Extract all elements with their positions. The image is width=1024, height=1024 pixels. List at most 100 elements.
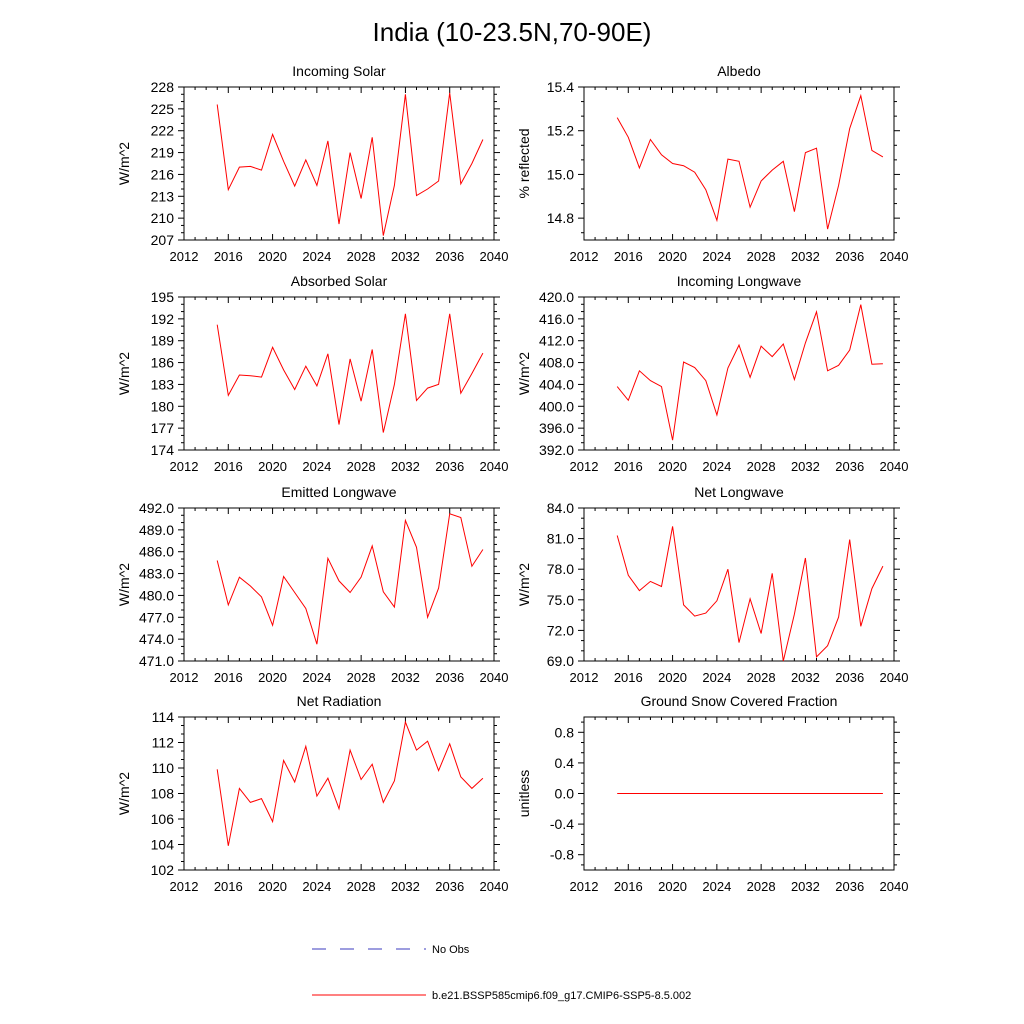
x-tick-label: 2012 <box>170 670 199 685</box>
y-tick-label: 102 <box>151 862 175 878</box>
x-tick-label: 2020 <box>658 459 687 474</box>
chart-title: Incoming Solar <box>292 63 386 79</box>
x-tick-label: 2040 <box>880 879 909 894</box>
x-tick-label: 2020 <box>258 670 287 685</box>
x-tick-label: 2036 <box>835 459 864 474</box>
x-tick-label: 2020 <box>258 879 287 894</box>
x-tick-label: 2040 <box>880 249 909 264</box>
y-tick-label: 108 <box>151 786 175 802</box>
y-tick-label: 84.0 <box>547 500 574 516</box>
x-tick-label: 2012 <box>570 670 599 685</box>
x-tick-label: 2024 <box>302 879 331 894</box>
x-tick-label: 2040 <box>480 249 509 264</box>
y-tick-label: 177 <box>151 420 175 436</box>
legend-model-label: b.e21.BSSP585cmip6.f09_g17.CMIP6-SSP5-8.… <box>432 990 691 1002</box>
y-axis-label: W/m^2 <box>116 142 132 185</box>
x-tick-label: 2032 <box>791 249 820 264</box>
y-tick-label: 72.0 <box>547 622 574 638</box>
legend: No Obs b.e21.BSSP585cmip6.f09_g17.CMIP6-… <box>312 944 691 1002</box>
chart-title: Net Longwave <box>694 484 784 500</box>
chart-panel-6: Net Longwave W/m^2 2012 2016 2020 2024 2028 203… <box>516 484 908 685</box>
y-tick-label: 189 <box>151 333 175 349</box>
series-line <box>216 720 484 846</box>
x-tick-label: 2024 <box>302 670 331 685</box>
plot-frame <box>583 507 895 662</box>
x-tick-label: 2040 <box>480 879 509 894</box>
x-tick-label: 2040 <box>480 459 509 474</box>
chart-title: Albedo <box>717 63 761 79</box>
plot-frame <box>183 716 495 871</box>
x-tick-label: 2036 <box>835 249 864 264</box>
y-tick-label: 477.0 <box>139 609 174 625</box>
y-tick-label: 207 <box>151 232 175 248</box>
series-line <box>216 313 484 433</box>
x-tick-label: 2040 <box>480 670 509 685</box>
y-tick-label: 480.0 <box>139 587 174 603</box>
x-tick-label: 2036 <box>435 459 464 474</box>
x-tick-label: 2016 <box>614 459 643 474</box>
y-tick-label: 412.0 <box>539 333 574 349</box>
y-tick-label: 216 <box>151 166 175 182</box>
x-tick-label: 2024 <box>702 249 731 264</box>
x-tick-label: 2032 <box>391 670 420 685</box>
y-tick-label: 420.0 <box>539 289 574 305</box>
plot-frame <box>583 86 895 241</box>
x-tick-label: 2020 <box>658 249 687 264</box>
y-axis-label: unitless <box>516 770 532 817</box>
x-tick-label: 2012 <box>570 249 599 264</box>
x-tick-label: 2016 <box>214 879 243 894</box>
chart-title: Absorbed Solar <box>291 273 388 289</box>
x-tick-label: 2028 <box>347 879 376 894</box>
x-tick-label: 2028 <box>747 879 776 894</box>
y-tick-label: 0.4 <box>555 755 575 771</box>
x-tick-label: 2028 <box>347 670 376 685</box>
series-line <box>216 92 484 236</box>
y-tick-label: 474.0 <box>139 631 174 647</box>
x-tick-label: 2012 <box>170 249 199 264</box>
x-tick-label: 2012 <box>170 459 199 474</box>
y-tick-label: 106 <box>151 811 175 827</box>
y-tick-label: 114 <box>152 709 175 725</box>
y-tick-label: 0.0 <box>555 786 575 802</box>
y-axis-label: W/m^2 <box>516 563 532 606</box>
x-tick-label: 2020 <box>658 879 687 894</box>
y-tick-label: 408.0 <box>539 355 574 371</box>
y-tick-label: -0.4 <box>550 816 574 832</box>
figure-title: India (10-23.5N,70-90E) <box>373 17 652 47</box>
y-tick-label: 110 <box>152 760 175 776</box>
y-tick-label: 15.2 <box>547 123 574 139</box>
x-tick-label: 2032 <box>791 879 820 894</box>
y-tick-label: 0.8 <box>555 724 575 740</box>
x-tick-label: 2020 <box>658 670 687 685</box>
y-tick-label: 400.0 <box>539 398 574 414</box>
x-tick-label: 2028 <box>347 249 376 264</box>
y-tick-label: 75.0 <box>547 592 574 608</box>
y-tick-label: 104 <box>151 837 175 853</box>
y-tick-label: 78.0 <box>547 561 574 577</box>
series-line <box>616 304 883 441</box>
x-tick-label: 2028 <box>747 459 776 474</box>
y-axis-label: % reflected <box>516 128 532 198</box>
x-tick-label: 2028 <box>347 459 376 474</box>
y-tick-label: 192 <box>151 311 175 327</box>
x-tick-label: 2024 <box>302 459 331 474</box>
x-tick-label: 2040 <box>880 459 909 474</box>
y-tick-label: 483.0 <box>139 566 174 582</box>
x-tick-label: 2024 <box>702 879 731 894</box>
y-tick-label: 180 <box>151 398 175 414</box>
y-tick-label: 112 <box>152 735 175 751</box>
chart-title: Incoming Longwave <box>677 273 802 289</box>
chart-title: Emitted Longwave <box>281 484 396 500</box>
y-tick-label: 14.8 <box>547 210 574 226</box>
chart-panel-2: Albedo % reflected 2012 2016 2020 2024 2028 203… <box>516 63 908 264</box>
x-tick-label: 2016 <box>214 459 243 474</box>
x-tick-label: 2032 <box>391 879 420 894</box>
y-tick-label: 392.0 <box>539 442 574 458</box>
chart-panel-3: Absorbed Solar W/m^2 2012 2016 2020 2024 2028 2… <box>116 273 508 474</box>
y-tick-label: 69.0 <box>547 653 574 669</box>
x-tick-label: 2012 <box>570 879 599 894</box>
chart-panel-7: Net Radiation W/m^2 2012 2016 2020 2024 2028 20… <box>116 693 508 894</box>
y-tick-label: 228 <box>151 79 175 95</box>
chart-panel-5: Emitted Longwave W/m^2 2012 2016 2020 2024 202… <box>116 484 508 685</box>
chart-panel-4: Incoming Longwave W/m^2 2012 2016 2020 2024 20… <box>516 273 908 474</box>
